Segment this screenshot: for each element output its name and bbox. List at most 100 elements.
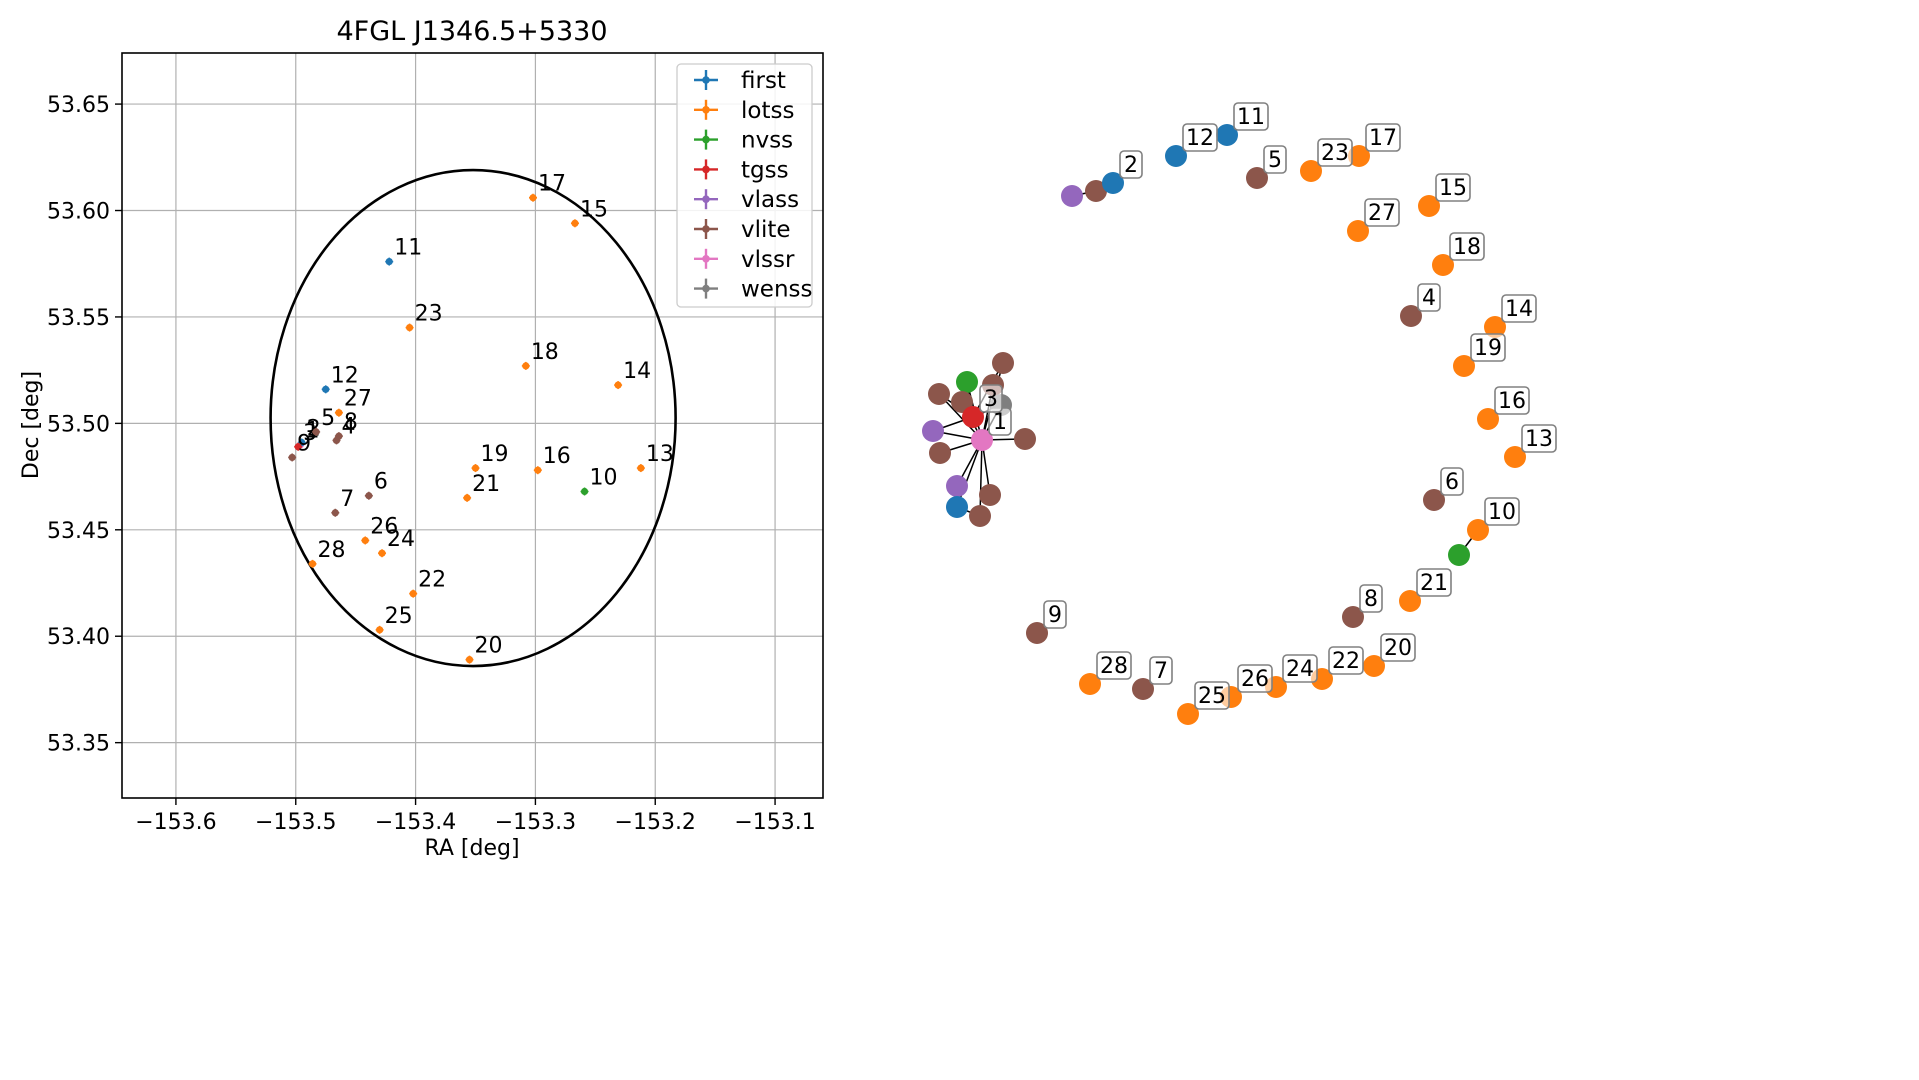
legend: first lotss nvss tgss vlass vlite vlssr wenss bbox=[676, 63, 813, 308]
network-node-1 bbox=[971, 429, 993, 451]
network-label: 25 bbox=[1198, 684, 1226, 709]
point-24 bbox=[378, 549, 386, 557]
network-label-box bbox=[1119, 150, 1143, 179]
network-label-box bbox=[1043, 600, 1067, 629]
network-label: 21 bbox=[1420, 571, 1448, 596]
network-node-11 bbox=[1216, 124, 1238, 146]
point-12 bbox=[322, 385, 330, 393]
point-label: 25 bbox=[385, 604, 413, 629]
x-tick-label: −153.1 bbox=[734, 810, 815, 835]
scatter-points: 123 4567891011121314151617181920212223242… bbox=[288, 172, 674, 664]
x-tick-label: −153.5 bbox=[255, 810, 336, 835]
network-node-20 bbox=[1363, 655, 1385, 677]
network-node-vlite bbox=[979, 484, 1001, 506]
point-17 bbox=[529, 194, 537, 202]
point-25 bbox=[376, 626, 384, 634]
network-label-box bbox=[1470, 333, 1506, 362]
network-node-12 bbox=[1165, 145, 1187, 167]
point-label: 27 bbox=[344, 387, 372, 412]
network-label: 27 bbox=[1368, 201, 1396, 226]
legend-marker-dot bbox=[702, 254, 710, 263]
network-label: 24 bbox=[1286, 657, 1314, 682]
y-tick-label: 53.35 bbox=[47, 732, 110, 757]
network-node-10 bbox=[1467, 519, 1489, 541]
network-label: 28 bbox=[1100, 654, 1128, 679]
point-label: 23 bbox=[415, 302, 443, 327]
network-node-first bbox=[946, 496, 968, 518]
point-label: 26 bbox=[370, 514, 398, 539]
point-label: 12 bbox=[331, 363, 359, 388]
error-ellipse-shape bbox=[269, 168, 677, 668]
y-tick-label: 53.60 bbox=[47, 200, 110, 225]
point-label: 14 bbox=[623, 359, 651, 384]
legend-marker-dot bbox=[702, 76, 710, 84]
x-tick-label: −153.3 bbox=[495, 810, 576, 835]
point-label: 6 bbox=[374, 470, 388, 495]
x-tick-label: −153.2 bbox=[615, 810, 696, 835]
network-label-box bbox=[1194, 681, 1230, 710]
legend-label-first: first bbox=[741, 68, 786, 94]
axes: −153.6 −153.5 −153.4 −153.3 −153.2 −153.1 53.3… bbox=[47, 52, 824, 835]
network-node-8 bbox=[1342, 606, 1364, 628]
point-27 bbox=[335, 409, 343, 417]
point-label: 28 bbox=[318, 538, 346, 563]
legend-marker-dot bbox=[702, 225, 710, 233]
network-edge bbox=[979, 439, 983, 517]
point-6 bbox=[365, 492, 373, 500]
network-label: 1 bbox=[993, 410, 1007, 435]
point-9 bbox=[288, 453, 296, 462]
legend-label-vlass: vlass bbox=[741, 187, 799, 213]
network-label: 6 bbox=[1445, 470, 1459, 495]
legend-label-vlssr: vlssr bbox=[741, 247, 795, 273]
network-label-box bbox=[1233, 102, 1269, 131]
network-label-box bbox=[1365, 123, 1401, 152]
network-node-vlite bbox=[928, 383, 950, 405]
y-tick-label: 53.50 bbox=[47, 412, 110, 437]
legend-marker-dot bbox=[702, 106, 710, 114]
legend-label-vlite: vlite bbox=[741, 217, 791, 243]
network-node-9 bbox=[1026, 622, 1048, 644]
network-label: 20 bbox=[1384, 636, 1412, 661]
network-label: 14 bbox=[1505, 297, 1533, 322]
point-label: 15 bbox=[580, 197, 608, 222]
point-label: 18 bbox=[531, 340, 559, 365]
network-label: 13 bbox=[1525, 427, 1553, 452]
network-label-box bbox=[1359, 584, 1383, 613]
y-tick-label: 53.40 bbox=[47, 625, 110, 650]
network-label: 16 bbox=[1498, 389, 1526, 414]
network-node-21 bbox=[1399, 590, 1421, 612]
network-label-box bbox=[1328, 646, 1364, 675]
network-label-box bbox=[1237, 664, 1273, 693]
network-node-17 bbox=[1348, 145, 1370, 167]
network-node-28 bbox=[1079, 673, 1101, 695]
network-label-box bbox=[1449, 232, 1485, 261]
point-13 bbox=[637, 464, 645, 472]
network-node-vlite bbox=[969, 505, 991, 527]
point-label: 8 bbox=[344, 410, 358, 435]
network-node-3 bbox=[962, 406, 984, 428]
network-label-box bbox=[1435, 173, 1471, 202]
point-label: 16 bbox=[543, 444, 571, 469]
point-label: 5 bbox=[321, 406, 335, 431]
network-label: 19 bbox=[1474, 336, 1502, 361]
network-node-vlite bbox=[1014, 428, 1036, 450]
legend-label-tgss: tgss bbox=[741, 157, 789, 183]
point-10 bbox=[580, 487, 589, 496]
network-node-19 bbox=[1453, 355, 1475, 377]
network-node-nvss bbox=[1448, 544, 1470, 566]
legend-label-wenss: wenss bbox=[741, 277, 813, 303]
network-node-27 bbox=[1347, 220, 1369, 242]
network-label-box bbox=[1317, 138, 1353, 167]
network-node-6 bbox=[1423, 489, 1445, 511]
point-label: 10 bbox=[590, 465, 618, 490]
legend-label-lotss: lotss bbox=[741, 98, 794, 124]
network-label-box bbox=[1380, 633, 1416, 662]
point-8 bbox=[335, 432, 343, 440]
point-26 bbox=[361, 536, 369, 545]
plot-frame bbox=[121, 52, 824, 799]
network-node-14 bbox=[1484, 316, 1506, 338]
network-node-5 bbox=[1246, 167, 1268, 189]
network-label-box bbox=[979, 384, 1003, 413]
network-node-13 bbox=[1504, 446, 1526, 468]
